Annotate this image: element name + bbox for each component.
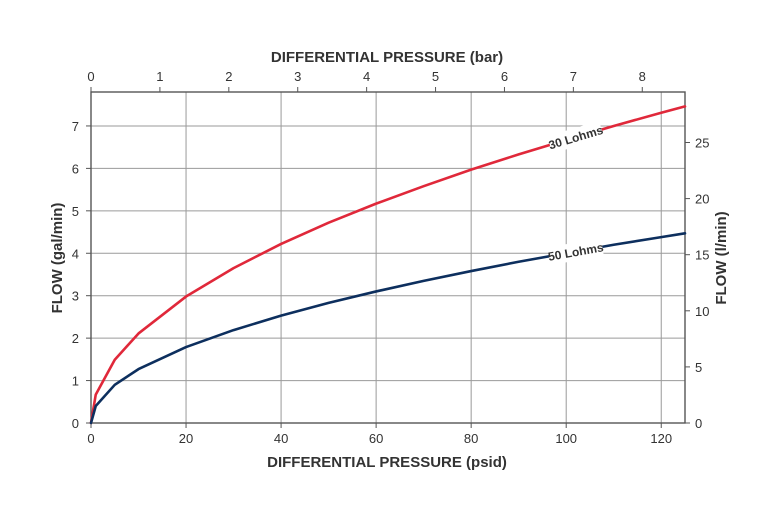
y-tick-label: 6 xyxy=(72,161,79,176)
x2-tick-label: 8 xyxy=(639,69,646,84)
x2-axis-title: DIFFERENTIAL PRESSURE (bar) xyxy=(271,49,503,66)
x2-tick-label: 7 xyxy=(570,69,577,84)
series-label-bg xyxy=(547,120,605,154)
x-tick-label: 0 xyxy=(87,431,94,446)
y2-tick-label: 15 xyxy=(695,248,709,263)
series-line-50-lohms xyxy=(89,232,687,425)
y-tick-label: 7 xyxy=(72,119,79,134)
y-tick-label: 5 xyxy=(72,204,79,219)
x2-tick-label: 2 xyxy=(225,69,232,84)
x-tick-label: 40 xyxy=(274,431,288,446)
y2-tick-label: 10 xyxy=(695,304,709,319)
y-tick-label: 4 xyxy=(72,246,79,261)
x2-tick-label: 5 xyxy=(432,69,439,84)
y-tick-label: 0 xyxy=(72,416,79,431)
x-tick-label: 60 xyxy=(369,431,383,446)
y-tick-label: 2 xyxy=(72,331,79,346)
series-label-30-lohms: 30 Lohms xyxy=(547,123,605,152)
series-label-group-50-lohms: 50 Lohms xyxy=(547,237,605,266)
series-line-30-lohms xyxy=(89,105,687,425)
x-axis-title: DIFFERENTIAL PRESSURE (psid) xyxy=(267,454,507,471)
x2-tick-label: 6 xyxy=(501,69,508,84)
series-label-bg xyxy=(547,237,604,266)
plot-frame xyxy=(90,91,686,424)
y2-tick-label: 20 xyxy=(695,192,709,207)
grid xyxy=(90,92,685,424)
x2-tick-label: 0 xyxy=(87,69,94,84)
y2-tick-label: 0 xyxy=(695,416,702,431)
x-tick-label: 80 xyxy=(464,431,478,446)
y-tick-label: 3 xyxy=(72,289,79,304)
series: 30 Lohms 50 Lohms xyxy=(89,105,687,425)
y2-tick-label: 5 xyxy=(695,360,702,375)
y2-axis-title: FLOW (l/min) xyxy=(713,211,730,304)
y-tick-label: 1 xyxy=(72,374,79,389)
x2-tick-label: 1 xyxy=(156,69,163,84)
x-tick-label: 100 xyxy=(555,431,577,446)
x-tick-label: 120 xyxy=(650,431,672,446)
x2-tick-label: 4 xyxy=(363,69,370,84)
series-label-group-30-lohms: 30 Lohms xyxy=(547,120,605,154)
x-tick-label: 20 xyxy=(179,431,193,446)
y-axis-title: FLOW (gal/min) xyxy=(49,203,66,314)
x2-tick-label: 3 xyxy=(294,69,301,84)
y2-tick-label: 25 xyxy=(695,135,709,150)
